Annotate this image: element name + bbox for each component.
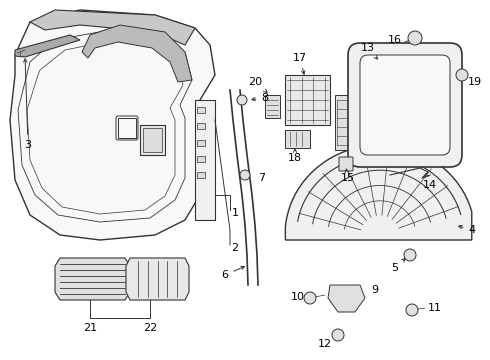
Polygon shape	[197, 172, 205, 178]
Circle shape	[332, 329, 344, 341]
FancyBboxPatch shape	[360, 55, 450, 155]
Polygon shape	[197, 107, 205, 113]
Polygon shape	[197, 156, 205, 162]
Polygon shape	[328, 285, 365, 312]
Polygon shape	[82, 25, 192, 82]
Circle shape	[456, 69, 468, 81]
Text: 13: 13	[361, 43, 377, 59]
Text: 16: 16	[388, 35, 402, 45]
Polygon shape	[285, 145, 472, 240]
Text: 9: 9	[371, 285, 379, 295]
Text: 12: 12	[318, 339, 332, 349]
FancyBboxPatch shape	[339, 157, 353, 171]
Polygon shape	[195, 100, 215, 220]
Polygon shape	[30, 10, 195, 45]
Polygon shape	[285, 130, 310, 148]
Polygon shape	[285, 75, 330, 125]
Polygon shape	[15, 35, 80, 57]
Text: 20: 20	[248, 77, 267, 93]
Polygon shape	[197, 140, 205, 145]
Polygon shape	[126, 258, 189, 300]
Text: 21: 21	[83, 323, 97, 333]
Circle shape	[240, 170, 250, 180]
Circle shape	[406, 304, 418, 316]
Circle shape	[237, 95, 247, 105]
Text: 18: 18	[288, 149, 302, 163]
Text: 4: 4	[459, 225, 476, 235]
Text: 2: 2	[231, 243, 239, 253]
Text: 15: 15	[341, 169, 355, 183]
Polygon shape	[197, 123, 205, 129]
Text: 6: 6	[221, 266, 245, 280]
Text: 8: 8	[252, 93, 269, 103]
Text: 19: 19	[468, 77, 482, 87]
FancyBboxPatch shape	[348, 43, 462, 167]
Circle shape	[408, 31, 422, 45]
Polygon shape	[265, 95, 280, 118]
Polygon shape	[55, 258, 130, 300]
Text: 3: 3	[24, 59, 31, 150]
Polygon shape	[143, 128, 162, 152]
Text: 5: 5	[392, 258, 405, 273]
Circle shape	[404, 249, 416, 261]
Polygon shape	[10, 10, 215, 240]
Text: 7: 7	[258, 173, 266, 183]
Text: 17: 17	[293, 53, 307, 74]
Text: 14: 14	[423, 174, 437, 190]
Text: 1: 1	[231, 208, 239, 218]
Text: 11: 11	[428, 303, 442, 313]
Polygon shape	[335, 95, 360, 150]
Text: 10: 10	[291, 292, 305, 302]
Polygon shape	[140, 125, 165, 155]
Text: 22: 22	[143, 323, 157, 333]
Circle shape	[304, 292, 316, 304]
